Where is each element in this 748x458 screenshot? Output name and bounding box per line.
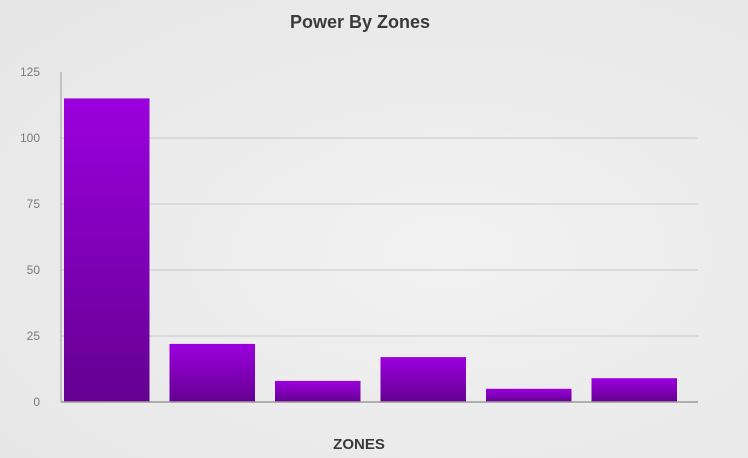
y-tick-label: 25: [27, 329, 41, 343]
y-tick-label: 75: [27, 197, 41, 211]
y-tick-label: 100: [20, 131, 40, 145]
bar: [591, 378, 677, 402]
y-tick-labels: 0 25 50 75 100 125: [20, 65, 40, 409]
axes: [60, 72, 698, 403]
bar: [64, 98, 150, 403]
bars: [64, 98, 677, 403]
bar: [486, 388, 572, 402]
bar: [380, 357, 466, 402]
y-tick-label: 0: [33, 395, 40, 409]
chart-title: Power By Zones: [289, 12, 431, 32]
x-axis-label: ZONES: [333, 436, 385, 453]
bar: [169, 343, 255, 402]
y-tick-label: 50: [27, 263, 41, 277]
y-tick-label: 125: [20, 65, 40, 79]
gridlines: [61, 137, 698, 337]
bar: [275, 380, 361, 402]
